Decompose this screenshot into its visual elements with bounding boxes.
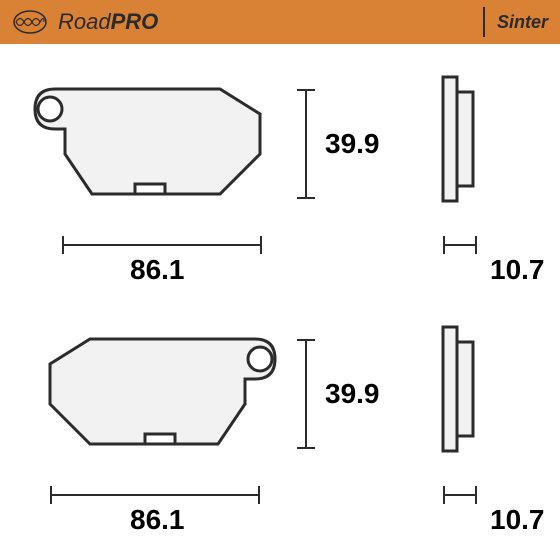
dim-tick bbox=[443, 486, 445, 504]
brand-prefix: Road bbox=[58, 9, 111, 34]
dim-tick bbox=[475, 236, 477, 254]
dim-tick bbox=[62, 236, 64, 254]
dim-line-h1 bbox=[62, 244, 262, 246]
brake-pad-bottom-front bbox=[20, 319, 290, 474]
dim-line-v1 bbox=[305, 89, 307, 199]
dim-tick bbox=[297, 447, 315, 449]
header-right: Sinter bbox=[483, 7, 548, 37]
dim-width-2: 86.1 bbox=[130, 504, 185, 536]
dim-tick bbox=[297, 197, 315, 199]
dim-width-1: 86.1 bbox=[130, 254, 185, 286]
dim-line-v2 bbox=[305, 339, 307, 449]
dim-line-t1 bbox=[443, 244, 477, 246]
brake-pad-top-side bbox=[440, 74, 478, 209]
dim-thickness-1: 10.7 bbox=[490, 254, 545, 286]
header-bar: RoadPRO Sinter bbox=[0, 0, 560, 44]
dim-line-h2 bbox=[50, 494, 260, 496]
dim-tick bbox=[297, 339, 315, 341]
brand-suffix: PRO bbox=[111, 9, 159, 34]
variant-label: Sinter bbox=[497, 12, 548, 33]
dim-thickness-2: 10.7 bbox=[490, 504, 545, 536]
header-left: RoadPRO bbox=[12, 7, 158, 37]
brand-name: RoadPRO bbox=[58, 9, 158, 35]
diagram-content: 39.9 86.1 10.7 39.9 86.1 10.7 bbox=[0, 44, 560, 560]
brake-pad-top-front bbox=[20, 69, 290, 224]
dim-tick bbox=[50, 486, 52, 504]
dim-height-1: 39.9 bbox=[325, 128, 380, 160]
brand-logo-icon bbox=[12, 7, 48, 37]
dim-tick bbox=[443, 236, 445, 254]
dim-tick bbox=[297, 89, 315, 91]
dim-tick bbox=[258, 486, 260, 504]
dim-height-2: 39.9 bbox=[325, 378, 380, 410]
brake-pad-bottom-side bbox=[440, 324, 478, 459]
dim-tick bbox=[475, 486, 477, 504]
header-divider bbox=[483, 7, 485, 37]
dim-line-t2 bbox=[443, 494, 477, 496]
dim-tick bbox=[260, 236, 262, 254]
